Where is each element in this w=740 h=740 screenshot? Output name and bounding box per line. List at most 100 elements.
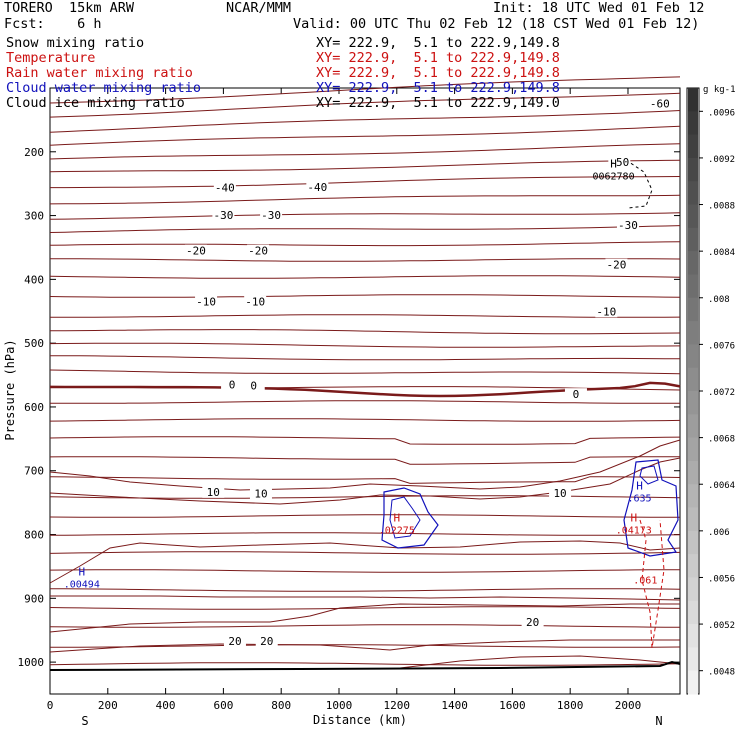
x-axis-label: Distance (km) [313, 713, 407, 727]
cloud-ice-contour [625, 159, 653, 209]
isotherm-label: 20 [228, 635, 241, 648]
colorbar-label: .0088 [708, 202, 735, 212]
maximum-marker: H [393, 511, 400, 524]
colorbar-band [688, 157, 698, 182]
y-tick-label: 600 [24, 401, 44, 414]
isotherm-line [50, 176, 681, 189]
field-name: Rain water mixing ratio [6, 65, 193, 81]
colorbar-band [688, 507, 698, 532]
field-section-coords: XY= 222.9, 5.1 to 222.9,149.8 [316, 35, 560, 51]
colorbar-band [688, 391, 698, 415]
isotherm-label: 20 [526, 616, 539, 629]
isotherm-line [49, 194, 681, 205]
colorbar-band [688, 111, 698, 136]
isotherm-label-bg [195, 295, 218, 308]
isotherm-label: -30 [261, 209, 281, 222]
isotherm-label: 0 [229, 379, 236, 392]
isotherm-line [50, 314, 681, 318]
isotherm-line [49, 418, 681, 422]
isotherm-label: -60 [650, 97, 670, 110]
isotherm-line [49, 275, 681, 279]
maximum-marker: H [630, 511, 637, 524]
x-tick-label: 0 [47, 699, 54, 712]
maximum-value: .00494 [64, 580, 100, 591]
x-tick-label: 200 [98, 699, 118, 712]
x-tick-label: 1200 [384, 699, 411, 712]
isotherm-line [50, 644, 681, 648]
x-tick-label: 400 [156, 699, 176, 712]
isotherm-label: 0 [250, 379, 257, 392]
isotherm-line [50, 258, 681, 262]
x-tick-label: 1600 [499, 699, 526, 712]
valid-time: Valid: 00 UTC Thu 02 Feb 12 (18 CST Wed … [293, 16, 700, 32]
isotherm-label-bg [244, 295, 267, 308]
isotherm-line [49, 76, 681, 104]
field-section-coords: XY= 222.9, 5.1 to 222.9,149.0 [316, 95, 560, 111]
isotherm-label-bg [202, 485, 225, 498]
isotherm-label: -30 [213, 209, 233, 222]
isotherm-line [399, 655, 681, 669]
isotherm-label: -30 [618, 219, 638, 232]
y-tick-label: 800 [24, 529, 44, 542]
field-name: Cloud water mixing ratio [6, 80, 202, 96]
isotherm-label-bg [184, 244, 207, 257]
colorbar-band [688, 414, 698, 439]
colorbar-band [688, 554, 698, 578]
colorbar-label: .0048 [708, 668, 735, 678]
isotherm-line [49, 551, 681, 555]
isotherm-line [49, 662, 681, 666]
isotherm-line [49, 603, 680, 633]
org-title: NCAR/MMM [226, 0, 292, 16]
x-tick-label: 2000 [615, 699, 642, 712]
colorbar-band [688, 321, 698, 345]
isotherm-label: -50 [609, 156, 629, 169]
colorbar-band [688, 344, 698, 369]
isotherm-label-bg [521, 615, 544, 628]
isotherm-label: 10 [207, 486, 220, 499]
isotherm-line [49, 588, 681, 592]
isotherm-label-bg [549, 487, 572, 500]
isotherm-line [49, 342, 681, 348]
colorbar-band [688, 530, 698, 555]
isotherm-line [49, 436, 681, 445]
maximum-value: .061 [633, 576, 657, 587]
isotherm-label-bg [213, 181, 236, 194]
isotherm-label-bg [616, 219, 639, 232]
isotherm-label: 10 [254, 488, 267, 501]
isotherm-label-bg [306, 180, 329, 193]
maximum-marker: H [636, 479, 643, 492]
field-name: Snow mixing ratio [6, 35, 145, 51]
isotherm-label-bg [212, 208, 235, 221]
x-tick-label: 1400 [441, 699, 468, 712]
isotherm-label: -40 [215, 182, 235, 195]
cloud-water-contour [639, 465, 659, 485]
colorbar-band [688, 577, 698, 602]
isotherm-line [50, 355, 681, 361]
isotherm-label-bg [221, 378, 244, 391]
maximum-value: .635 [627, 493, 651, 504]
colorbar-band [688, 437, 698, 462]
isotherm-label-bg [605, 258, 628, 271]
isotherm-line [50, 532, 681, 536]
isotherm-line [49, 540, 681, 584]
y-tick-label: 300 [24, 210, 44, 223]
isotherm-line [49, 400, 681, 404]
isotherm-label-bg [255, 635, 278, 648]
field-section-coords: XY= 222.9, 5.1 to 222.9,149.8 [316, 65, 560, 81]
colorbar-band [688, 251, 698, 275]
isotherm-label: -10 [596, 305, 616, 318]
colorbar-band [688, 484, 698, 509]
colorbar-label: .0096 [708, 108, 735, 118]
isotherm-line [49, 439, 681, 491]
colorbar-label: .0056 [708, 574, 735, 584]
y-axis-label: Pressure (hPa) [3, 339, 17, 440]
colorbar-band [688, 460, 698, 485]
temperature-contours [49, 76, 681, 671]
colorbar-band [688, 670, 698, 695]
isotherm-line [49, 125, 681, 146]
colorbar-label: .008 [708, 295, 730, 305]
colorbar-band [688, 88, 698, 112]
colorbar-label: .0084 [708, 248, 735, 258]
field-section-coords: XY= 222.9, 5.1 to 222.9,149.8 [316, 50, 560, 66]
isotherm-label: -20 [186, 245, 206, 258]
